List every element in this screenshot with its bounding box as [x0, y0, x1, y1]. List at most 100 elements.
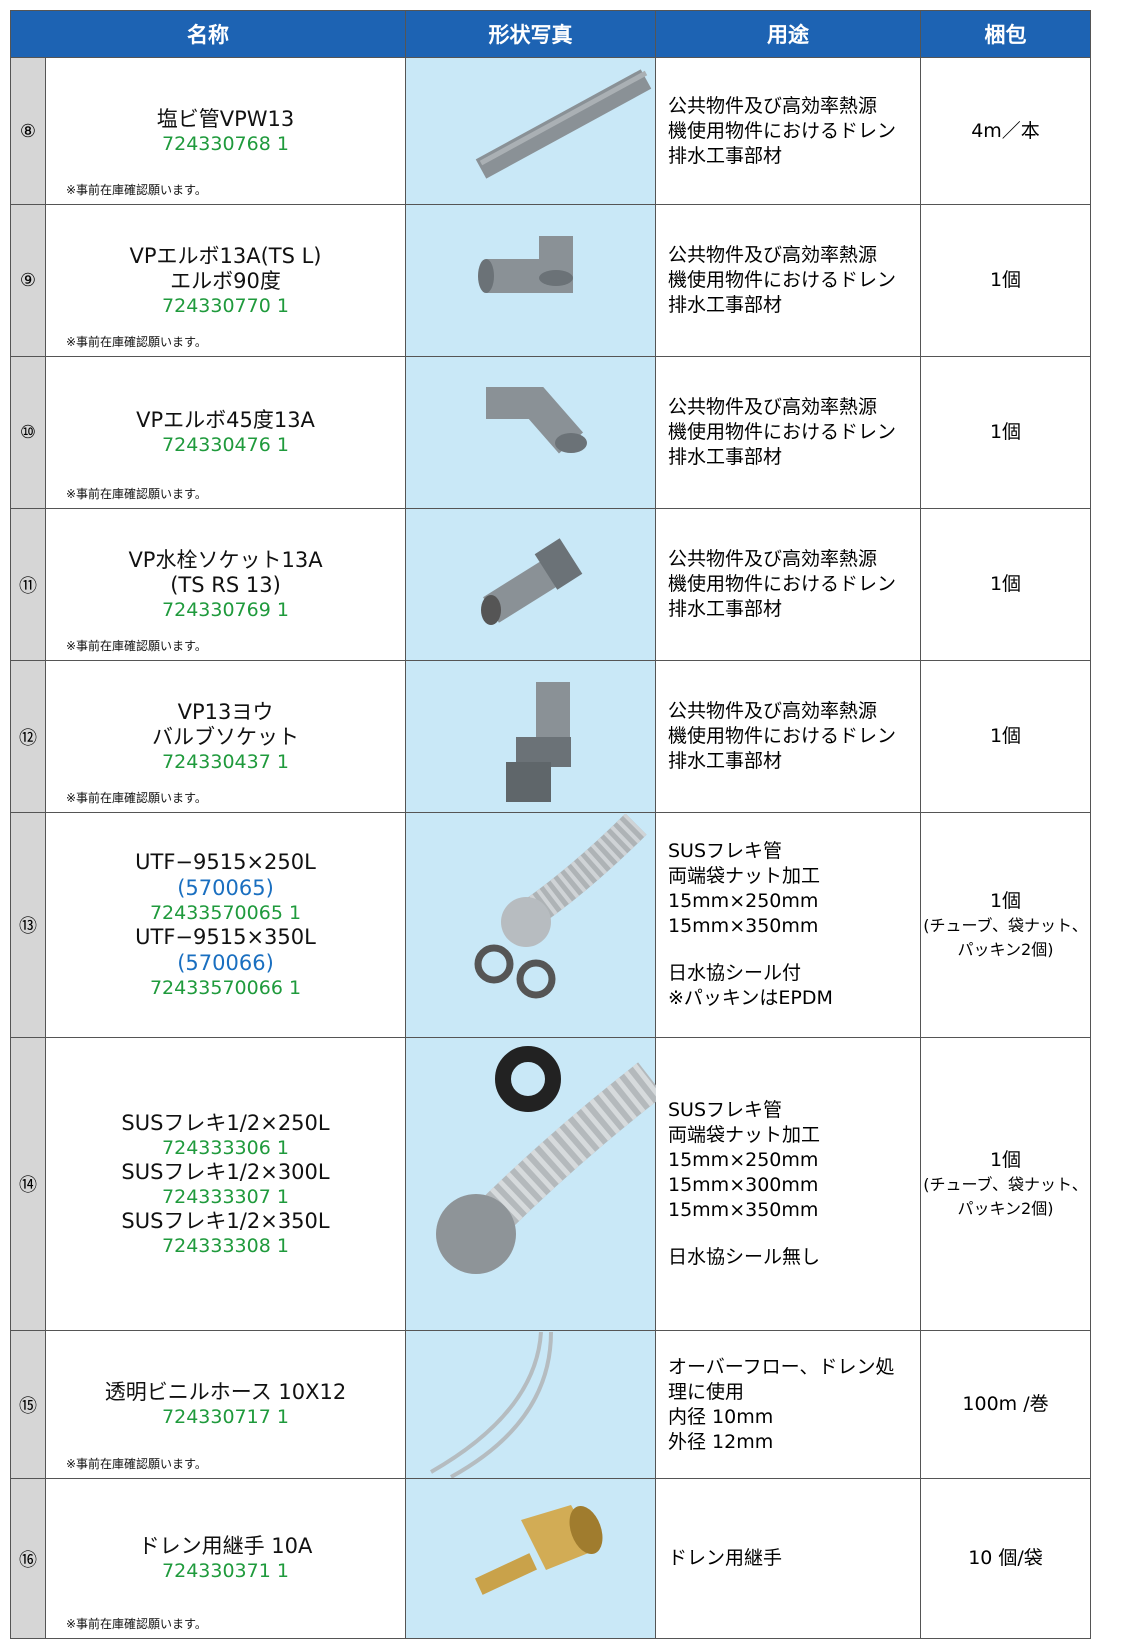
row-number: ⑪	[10, 508, 46, 661]
table-row: ⑭ SUSフレキ1/2×250L 724333306 1 SUSフレキ1/2×300L…	[10, 1037, 1091, 1331]
usage-line: 公共物件及び高効率熱源	[668, 94, 878, 117]
photo-cell	[405, 204, 656, 357]
part-number: (570066)	[177, 951, 274, 975]
usage-group: 公共物件及び高効率熱源 機使用物件におけるドレン 排水工事部材	[668, 699, 920, 774]
stock-note: ※事前在庫確認願います。	[66, 1457, 207, 1471]
packing-line: パッキン2個)	[957, 939, 1054, 959]
usage-line: 公共物件及び高効率熱源	[668, 396, 878, 418]
product-name: エルボ90度	[170, 268, 281, 293]
product-name: SUSフレキ1/2×300L	[121, 1159, 330, 1184]
usage-line: 日水協シール無し	[668, 1246, 821, 1268]
product-code: 724333308 1	[162, 1234, 289, 1257]
row-number: ⑬	[10, 812, 46, 1038]
usage-line: ※パッキンはEPDM	[668, 987, 833, 1009]
row-number: ⑭	[10, 1037, 46, 1331]
product-photo	[475, 68, 652, 179]
usage-line: 排水工事部材	[668, 144, 783, 167]
usage-line: ドレン用継手	[668, 1547, 783, 1569]
product-code: 724330476 1	[162, 434, 289, 456]
packing-line: 100m /巻	[962, 1393, 1049, 1415]
name-cell: UTF−9515×250L (570065) 72433570065 1 UTF−95…	[45, 812, 406, 1038]
row-number: ⑨	[10, 204, 46, 357]
usage-cell: ドレン用継手	[655, 1478, 921, 1639]
product-code: 724330770 1	[162, 294, 289, 317]
name-cell: VPエルボ13A(TS L) エルボ90度 724330770 1 ※事前在庫確認願い…	[45, 204, 406, 357]
packing-cell: 1個	[920, 204, 1091, 357]
usage-line: 15mm×350mm	[668, 915, 819, 937]
usage-cell: 公共物件及び高効率熱源 機使用物件におけるドレン 排水工事部材	[655, 57, 921, 205]
header-cell: 名称	[10, 10, 406, 58]
header-row: 名称 形状写真 用途 梱包	[10, 10, 1091, 58]
product-photo	[506, 681, 571, 802]
usage-cell: 公共物件及び高効率熱源 機使用物件におけるドレン 排水工事部材	[655, 356, 921, 509]
product-code: 724330768 1	[162, 132, 289, 155]
product-photo	[430, 1331, 553, 1478]
usage-cell: SUSフレキ管 両端袋ナット加工 15mm×250mm 15mm×350mm 日水協シー…	[655, 812, 921, 1038]
product-name: VPエルボ13A(TS L)	[129, 243, 322, 268]
part-number: (570065)	[177, 876, 274, 900]
packing-line: パッキン2個)	[957, 1198, 1054, 1218]
product-code: 724330437 1	[162, 750, 289, 773]
usage-group: 公共物件及び高効率熱源 機使用物件におけるドレン 排水工事部材	[668, 395, 920, 470]
table-row: ⑬ UTF−9515×250L (570065) 72433570065 1 UTF−9…	[10, 812, 1091, 1038]
usage-line: 排水工事部材	[668, 294, 783, 316]
photo-cell	[405, 508, 656, 661]
packing-cell: 1個	[920, 660, 1091, 813]
usage-group: 日水協シール付 ※パッキンはEPDM	[668, 961, 920, 1011]
usage-group: オーバーフロー、ドレン処 理に使用 内径 10mm 外径 12mm	[668, 1355, 920, 1455]
name-cell: VP13ヨウ バルブソケット 724330437 1 ※事前在庫確認願います。	[45, 660, 406, 813]
product-code: 724330769 1	[162, 598, 289, 621]
product-photo	[436, 1045, 656, 1274]
packing-line: 10 個/袋	[968, 1547, 1043, 1569]
table-body: ⑧ 塩ビ管VPW13 724330768 1 ※事前在庫確認願います。 公共物件及び高効…	[10, 57, 1091, 1639]
photo-cell	[405, 356, 656, 509]
usage-group: 公共物件及び高効率熱源 機使用物件におけるドレン 排水工事部材	[668, 547, 920, 622]
product-code: 72433570066 1	[149, 977, 302, 999]
usage-cell: SUSフレキ管 両端袋ナット加工 15mm×250mm 15mm×300mm 15mm×…	[655, 1037, 921, 1331]
table-row: ⑧ 塩ビ管VPW13 724330768 1 ※事前在庫確認願います。 公共物件及び高効…	[10, 57, 1091, 205]
usage-line: 公共物件及び高効率熱源	[668, 548, 878, 570]
usage-line: 機使用物件におけるドレン	[668, 725, 897, 747]
usage-group: SUSフレキ管 両端袋ナット加工 15mm×250mm 15mm×300mm 15mm×…	[668, 1098, 920, 1223]
usage-line: 外径 12mm	[668, 1430, 774, 1453]
usage-line: 機使用物件におけるドレン	[668, 119, 897, 142]
packing-cell: 1個 (チューブ、袋ナット、 パッキン2個)	[920, 812, 1091, 1038]
name-cell: ドレン用継手 10A 724330371 1 ※事前在庫確認願います。	[45, 1478, 406, 1639]
packing-line: 1個	[989, 1148, 1022, 1171]
packing-cell: 10 個/袋	[920, 1478, 1091, 1639]
row-number: ⑩	[10, 356, 46, 509]
product-name: (TS RS 13)	[170, 572, 281, 597]
table-row: ⑩ VPエルボ45度13A 724330476 1 ※事前在庫確認願います。 公共物件及…	[10, 356, 1091, 509]
usage-line: 内径 10mm	[668, 1405, 774, 1428]
usage-line: 排水工事部材	[668, 598, 783, 620]
product-name: VP13ヨウ	[177, 699, 274, 724]
row-number: ⑫	[10, 660, 46, 813]
product-photo	[474, 813, 647, 998]
product-name: SUSフレキ1/2×350L	[121, 1208, 330, 1233]
usage-group: 公共物件及び高効率熱源 機使用物件におけるドレン 排水工事部材	[668, 243, 920, 318]
photo-cell	[405, 1478, 656, 1639]
product-name: ドレン用継手 10A	[138, 1534, 313, 1558]
product-code: 72433570065 1	[149, 902, 302, 924]
row-number: ⑯	[10, 1478, 46, 1639]
photo-cell	[405, 57, 656, 205]
usage-line: 両端袋ナット加工	[668, 1124, 821, 1146]
usage-line: 15mm×300mm	[668, 1174, 819, 1196]
usage-line: 公共物件及び高効率熱源	[668, 700, 878, 722]
usage-line: 機使用物件におけるドレン	[668, 573, 897, 595]
stock-note: ※事前在庫確認願います。	[66, 1617, 207, 1631]
header-cell: 形状写真	[405, 10, 656, 58]
usage-cell: 公共物件及び高効率熱源 機使用物件におけるドレン 排水工事部材	[655, 204, 921, 357]
product-code: 724330717 1	[162, 1406, 289, 1428]
product-photo	[486, 386, 587, 454]
product-name: 透明ビニルホース 10X12	[104, 1380, 347, 1404]
product-name: VPエルボ45度13A	[136, 408, 315, 432]
usage-line: 機使用物件におけるドレン	[668, 269, 897, 291]
usage-line: 15mm×250mm	[668, 1149, 819, 1171]
photo-cell	[405, 660, 656, 813]
packing-line: (チューブ、袋ナット、	[923, 915, 1088, 935]
product-code: 724330371 1	[162, 1560, 289, 1582]
usage-group: 公共物件及び高効率熱源 機使用物件におけるドレン 排水工事部材	[668, 94, 920, 169]
usage-cell: 公共物件及び高効率熱源 機使用物件におけるドレン 排水工事部材	[655, 508, 921, 661]
